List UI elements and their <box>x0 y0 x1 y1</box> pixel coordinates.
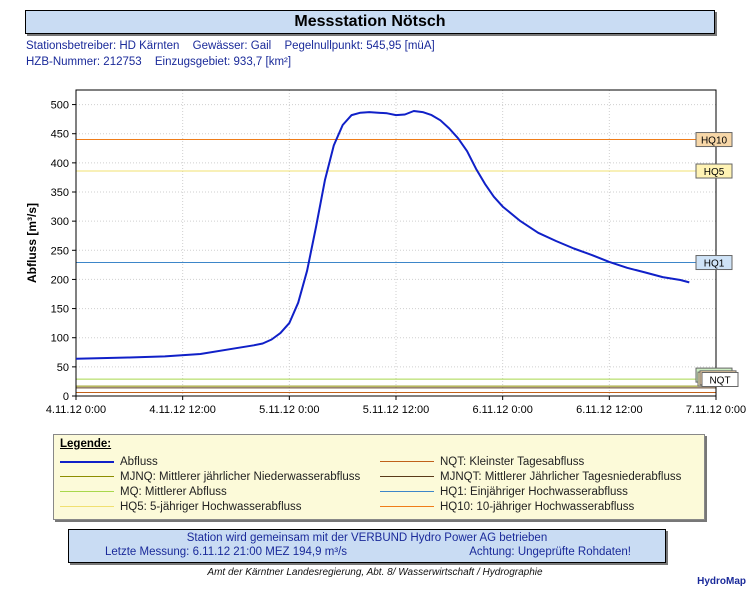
raw-data-warning: Achtung: Ungeprüfte Rohdaten! <box>469 546 631 558</box>
legend-item: HQ1: Einjähriger Hochwasserabfluss <box>380 485 628 500</box>
plot-frame <box>75 89 717 397</box>
reference-label-box-hq5 <box>695 163 733 179</box>
station-operator: Stationsbetreiber: HD Kärnten <box>26 40 180 52</box>
x-tick-label: 5.11.12 12:00 <box>363 404 429 416</box>
status-operator-note: Station wird gemeinsam mit der VERBUND H… <box>186 532 548 544</box>
y-tick-label: 200 <box>51 274 69 286</box>
legend-item: HQ10: 10-jähriger Hochwasserabfluss <box>380 500 634 515</box>
legend-label: HQ10: 10-jähriger Hochwasserabfluss <box>440 501 635 513</box>
y-tick-label: 0 <box>63 391 69 403</box>
legend: Legende: Abfluss NQT: Kleinster Tagesabfl… <box>53 434 705 520</box>
legend-item: MJNQT: Mittlerer Jährlicher Tagesniedera… <box>380 470 681 485</box>
legend-swatch <box>60 476 114 478</box>
x-tick-label: 4.11.12 0:00 <box>46 404 106 416</box>
legend-item: HQ5: 5-jähriger Hochwasserabfluss <box>60 500 302 515</box>
y-tick-label: 300 <box>51 216 69 228</box>
legend-label: MJNQ: Mittlerer jährlicher Niederwassera… <box>120 471 361 483</box>
legend-item: NQT: Kleinster Tagesabfluss <box>380 455 584 470</box>
last-measurement: Letzte Messung: 6.11.12 21:00 MEZ 194,9 … <box>105 546 348 558</box>
y-tick-label: 100 <box>51 333 69 345</box>
catchment-area: Einzugsgebiet: 933,7 [km²] <box>154 56 292 68</box>
discharge-chart: 0 50 100 150 200 250 300 350 400 450 500 4.11.12 0:… <box>25 89 746 416</box>
reference-label-hq10: HQ10 <box>701 136 728 147</box>
legend-swatch <box>380 491 434 493</box>
y-axis-label: Abfluss [m³/s] <box>25 203 39 283</box>
legend-swatch <box>380 476 434 478</box>
x-tick-label: 6.11.12 0:00 <box>472 404 532 416</box>
water-body: Gewässer: Gail <box>192 40 272 52</box>
x-tick-label: 6.11.12 12:00 <box>576 404 642 416</box>
reference-label-box-hq1 <box>695 255 733 271</box>
legend-label: MJNQT: Mittlerer Jährlicher Tagesniedera… <box>440 471 682 483</box>
y-tick-label: 450 <box>51 129 69 141</box>
reference-label-hq5: HQ5 <box>704 167 725 178</box>
legend-swatch <box>60 491 114 493</box>
x-tick-label: 4.11.12 12:00 <box>149 404 215 416</box>
station-info-line-1: Stationsbetreiber: HD Kärnten Gewässer: … <box>26 40 445 52</box>
footer-credit: Amt der Kärntner Landesregierung, Abt. 8… <box>207 567 543 578</box>
gauge-zero: Pegelnullpunkt: 545,95 [müA] <box>284 40 435 52</box>
y-tick-label: 500 <box>51 100 69 112</box>
status-box: Station wird gemeinsam mit der VERBUND H… <box>68 529 666 563</box>
legend-swatch <box>380 461 434 463</box>
y-tick-label: 50 <box>57 362 69 374</box>
legend-swatch <box>60 460 114 463</box>
y-tick-label: 400 <box>51 158 69 170</box>
legend-title: Legende: <box>60 438 112 450</box>
x-tick-label: 7.11.12 0:00 <box>686 404 746 416</box>
series-line-abfluss <box>75 110 690 360</box>
reference-label-box-nqt <box>701 372 739 388</box>
legend-swatch <box>380 506 434 508</box>
legend-item: MQ: Mittlerer Abfluss <box>60 485 227 500</box>
legend-item: MJNQ: Mittlerer jährlicher Niederwassera… <box>60 470 360 485</box>
x-tick-label: 5.11.12 0:00 <box>259 404 319 416</box>
legend-swatch <box>60 506 114 508</box>
legend-item: Abfluss <box>60 455 158 470</box>
hzb-number: HZB-Nummer: 212753 <box>26 56 142 68</box>
page-title: Messstation Nötsch <box>25 10 715 34</box>
station-info-line-2: HZB-Nummer: 212753 Einzugsgebiet: 933,7 … <box>26 56 301 68</box>
reference-label-hq1: HQ1 <box>704 259 725 270</box>
legend-label: Abfluss <box>120 456 158 468</box>
reference-label-box-hq10 <box>695 132 733 148</box>
y-tick-label: 150 <box>51 304 69 316</box>
legend-label: HQ5: 5-jähriger Hochwasserabfluss <box>120 501 302 513</box>
legend-label: NQT: Kleinster Tagesabfluss <box>440 456 585 468</box>
legend-label: MQ: Mittlerer Abfluss <box>120 486 227 498</box>
legend-label: HQ1: Einjähriger Hochwasserabfluss <box>440 486 628 498</box>
y-tick-label: 250 <box>51 245 69 257</box>
hydromap-logo[interactable]: HydroMap <box>697 576 746 587</box>
reference-label-nqt: NQT <box>709 376 730 387</box>
y-tick-label: 350 <box>51 187 69 199</box>
